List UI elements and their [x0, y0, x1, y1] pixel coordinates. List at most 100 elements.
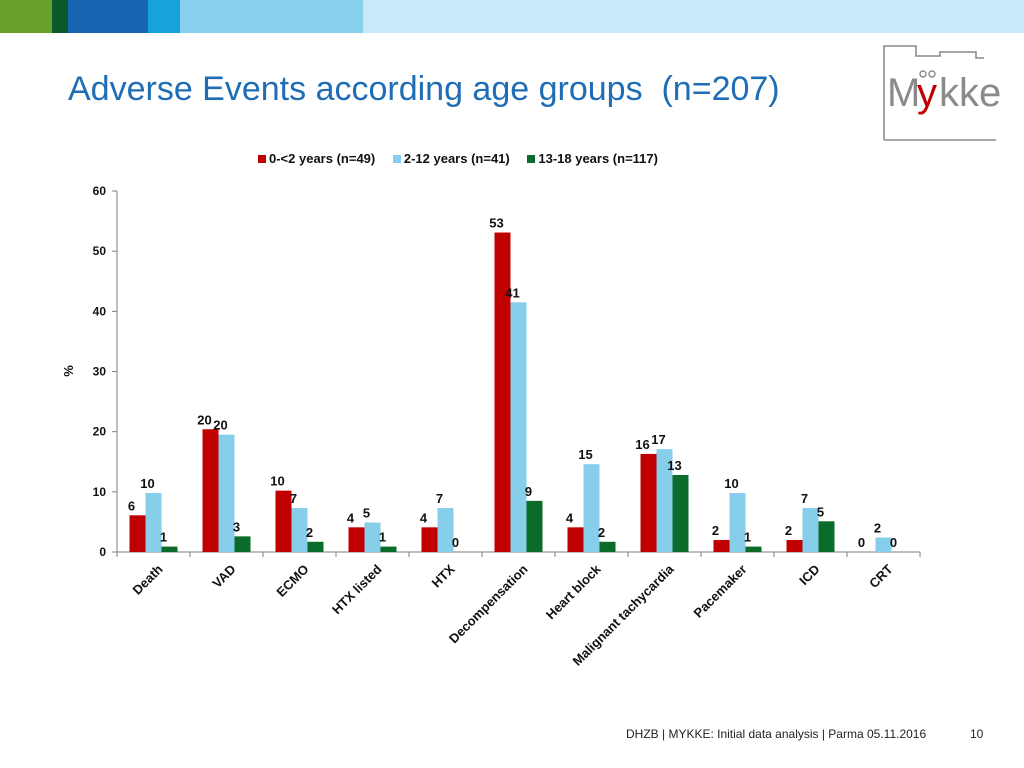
header-block-3: [68, 0, 148, 33]
x-tick-label-3: HTX listed: [329, 561, 385, 617]
bar-0-4: [421, 527, 438, 552]
bar-0-0: [129, 515, 146, 552]
legend-item-2: 13-18 years (n=117): [527, 151, 658, 166]
page-number: 10: [970, 727, 984, 741]
data-label-1-7: 17: [651, 432, 665, 447]
data-label-0-1: 20: [197, 412, 211, 427]
bar-0-8: [713, 539, 730, 552]
bar-1-8: [729, 493, 746, 552]
footer-text: DHZB | MYKKE: Initial data analysis | Pa…: [626, 727, 927, 741]
header-block-2: [52, 0, 68, 33]
svg-text:y: y: [917, 71, 937, 115]
x-tick-label-5: Decompensation: [446, 561, 531, 646]
header-block-5: [180, 0, 363, 33]
legend-label-0: 0-<2 years (n=49): [269, 151, 376, 166]
data-label-0-9: 2: [785, 523, 792, 538]
page-title: Adverse Events according age groups (n=2…: [68, 70, 780, 109]
data-label-1-3: 5: [363, 506, 370, 521]
data-label-0-5: 53: [489, 216, 503, 231]
y-tick-label: 60: [93, 184, 107, 198]
x-tick-label-1: VAD: [209, 562, 238, 591]
data-label-1-9: 7: [801, 491, 808, 506]
x-tick-label-10: CRT: [866, 561, 896, 591]
y-tick-label: 0: [99, 545, 106, 559]
y-tick-label: 40: [93, 304, 107, 318]
bar-1-1: [218, 434, 235, 552]
data-label-2-7: 13: [667, 458, 681, 473]
bar-0-6: [567, 527, 584, 552]
data-label-0-2: 10: [270, 474, 284, 489]
data-label-1-4: 7: [436, 491, 443, 506]
y-tick-label: 10: [93, 485, 107, 499]
page-title-n: (n=207): [661, 70, 780, 108]
data-label-1-1: 20: [213, 418, 227, 433]
y-tick-label: 30: [93, 365, 107, 379]
bar-2-9: [818, 521, 835, 552]
data-label-1-5: 41: [505, 285, 519, 300]
data-label-1-2: 7: [290, 491, 297, 506]
data-label-2-3: 1: [379, 530, 386, 545]
bar-2-8: [745, 546, 762, 552]
bar-1-9: [802, 508, 819, 552]
data-label-0-10: 0: [858, 535, 865, 550]
data-label-1-10: 2: [874, 521, 881, 536]
data-label-2-4: 0: [452, 535, 459, 550]
legend-swatch-1: [392, 155, 401, 163]
mykke-logo-icon: M y kke: [883, 45, 1001, 141]
data-label-0-4: 4: [420, 510, 428, 525]
header-block-6: [363, 0, 1024, 33]
bar-0-5: [494, 232, 511, 552]
bar-2-2: [307, 541, 324, 552]
bar-0-9: [786, 539, 803, 552]
data-label-2-6: 2: [598, 525, 605, 540]
header-block-4: [148, 0, 180, 33]
bar-2-3: [380, 546, 397, 552]
header-block-1: [0, 0, 52, 33]
bar-2-5: [526, 500, 543, 552]
bar-2-7: [672, 474, 689, 552]
y-tick-label: 50: [93, 244, 107, 258]
bar-0-7: [640, 453, 657, 552]
x-tick-label-6: Heart block: [543, 561, 604, 622]
bar-1-4: [437, 508, 454, 552]
data-label-0-6: 4: [566, 510, 574, 525]
bar-2-0: [161, 546, 178, 552]
bar-1-5: [510, 302, 527, 552]
data-label-2-5: 9: [525, 484, 532, 499]
data-label-2-0: 1: [160, 530, 167, 545]
x-tick-label-8: Pacemaker: [690, 562, 749, 621]
bar-1-10: [875, 537, 892, 552]
data-label-0-8: 2: [712, 523, 719, 538]
y-axis-label: %: [61, 365, 76, 377]
x-tick-label-0: Death: [129, 561, 165, 597]
bar-1-0: [145, 493, 162, 552]
page-title-main: Adverse Events according age groups: [68, 70, 643, 108]
data-label-1-6: 15: [578, 447, 592, 462]
mykke-logo-text: M: [887, 71, 920, 115]
data-label-2-10: 0: [890, 535, 897, 550]
bar-0-3: [348, 527, 365, 552]
legend-item-1: 2-12 years (n=41): [392, 151, 510, 166]
svg-text:kke: kke: [939, 71, 1001, 115]
y-tick-label: 20: [93, 425, 107, 439]
legend-swatch-0: [258, 155, 266, 163]
bar-1-6: [583, 464, 600, 552]
data-label-0-3: 4: [347, 510, 355, 525]
bar-2-6: [599, 541, 616, 552]
data-label-1-0: 10: [140, 476, 154, 491]
data-label-2-9: 5: [817, 504, 824, 519]
data-label-1-8: 10: [724, 476, 738, 491]
legend-swatch-2: [527, 155, 536, 163]
chart-legend: 0-<2 years (n=49) 2-12 years (n=41) 13-1…: [258, 151, 672, 169]
data-label-2-2: 2: [306, 525, 313, 540]
legend-item-0: 0-<2 years (n=49): [258, 151, 375, 166]
data-label-2-8: 1: [744, 530, 751, 545]
bar-2-1: [234, 536, 251, 552]
bar-1-3: [364, 522, 381, 552]
bar-0-1: [202, 429, 219, 552]
bar-0-2: [275, 490, 292, 552]
x-tick-label-9: ICD: [796, 562, 822, 588]
header-color-bar: [0, 0, 1024, 33]
bar-1-2: [291, 508, 308, 552]
